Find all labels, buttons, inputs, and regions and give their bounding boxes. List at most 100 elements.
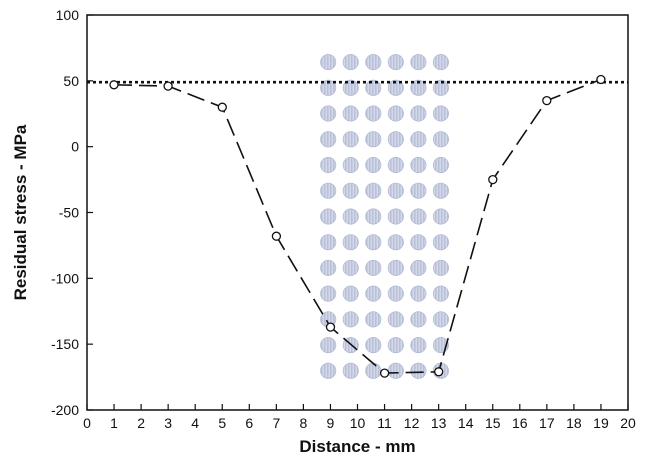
pattern-dot: [387, 54, 404, 71]
pattern-dot: [410, 157, 427, 174]
x-tick-label: 0: [83, 415, 91, 431]
pattern-dot: [365, 182, 382, 199]
x-axis-ticks: 0 1 2 3 4 5 6 7 8 9 10 11 12 13 14 15 16 17 18 19 20: [83, 404, 636, 431]
pattern-dot: [432, 285, 449, 302]
pattern-dot: [320, 54, 337, 71]
x-tick-label: 10: [350, 415, 366, 431]
pattern-dot: [365, 105, 382, 122]
pattern-dot: [320, 131, 337, 148]
pattern-dot: [432, 234, 449, 251]
data-point: [163, 81, 173, 91]
dot-pattern-region: [320, 54, 449, 379]
pattern-dot: [432, 311, 449, 328]
y-axis-ticks: 100 50 0 -50 -100 -150 -200: [51, 7, 93, 418]
pattern-dot: [387, 182, 404, 199]
y-tick-label: -200: [51, 402, 79, 418]
pattern-dot: [365, 79, 382, 96]
pattern-dot: [365, 234, 382, 251]
x-tick-label: 15: [485, 415, 501, 431]
pattern-dot: [365, 208, 382, 225]
pattern-dot: [432, 105, 449, 122]
pattern-dot: [410, 54, 427, 71]
x-tick-label: 3: [164, 415, 172, 431]
pattern-dot: [365, 131, 382, 148]
pattern-dot: [342, 208, 359, 225]
x-tick-label: 12: [404, 415, 420, 431]
x-tick-label: 17: [539, 415, 555, 431]
y-tick-label: -100: [51, 270, 79, 286]
x-tick-label: 4: [191, 415, 199, 431]
y-tick-label: 100: [56, 7, 80, 23]
pattern-dot: [410, 259, 427, 276]
pattern-dot: [432, 54, 449, 71]
pattern-dot: [410, 182, 427, 199]
pattern-dot: [410, 79, 427, 96]
data-point: [596, 74, 606, 85]
pattern-dot: [410, 208, 427, 225]
pattern-dot: [320, 182, 337, 199]
pattern-dot: [432, 259, 449, 276]
pattern-dot: [342, 105, 359, 122]
x-tick-label: 16: [512, 415, 528, 431]
pattern-dot: [342, 362, 359, 379]
pattern-dot: [432, 182, 449, 199]
data-point: [271, 231, 282, 241]
pattern-dot: [342, 234, 359, 251]
pattern-dot: [432, 79, 449, 96]
pattern-dot: [342, 157, 359, 174]
pattern-dot: [432, 131, 449, 148]
data-point: [217, 102, 227, 112]
pattern-dot: [320, 337, 337, 354]
x-tick-label: 6: [245, 415, 253, 431]
pattern-dot: [410, 337, 427, 354]
pattern-dot: [410, 105, 427, 122]
x-tick-label: 13: [431, 415, 447, 431]
pattern-dot: [320, 157, 337, 174]
x-tick-label: 7: [272, 415, 280, 431]
pattern-dot: [432, 157, 449, 174]
pattern-dot: [320, 362, 337, 379]
pattern-dot: [387, 105, 404, 122]
pattern-dot: [387, 234, 404, 251]
pattern-dot: [432, 208, 449, 225]
data-point: [434, 367, 444, 377]
pattern-dot: [387, 79, 404, 96]
pattern-dot: [387, 362, 404, 379]
pattern-dot: [387, 131, 404, 148]
pattern-dot: [342, 79, 359, 96]
pattern-dot: [320, 208, 337, 225]
data-point: [379, 368, 390, 378]
pattern-dot: [342, 182, 359, 199]
pattern-dot: [342, 259, 359, 276]
x-tick-label: 5: [218, 415, 226, 431]
data-point: [542, 95, 552, 106]
pattern-dot: [387, 337, 404, 354]
x-tick-label: 9: [327, 415, 335, 431]
x-tick-label: 20: [620, 415, 636, 431]
x-tick-label: 2: [137, 415, 145, 431]
y-tick-label: 0: [71, 139, 79, 155]
data-point: [109, 80, 119, 90]
x-axis-title: Distance - mm: [299, 437, 415, 456]
pattern-dot: [387, 259, 404, 276]
x-tick-label: 18: [566, 415, 582, 431]
pattern-dot: [410, 362, 427, 379]
pattern-dot: [410, 285, 427, 302]
pattern-dot: [410, 131, 427, 148]
pattern-dot: [365, 362, 382, 379]
pattern-dot: [342, 285, 359, 302]
x-tick-label: 8: [300, 415, 308, 431]
pattern-dot: [320, 259, 337, 276]
pattern-dot: [387, 311, 404, 328]
pattern-dot: [387, 285, 404, 302]
x-tick-label: 11: [377, 415, 392, 431]
pattern-dot: [320, 234, 337, 251]
y-tick-label: -50: [59, 205, 79, 221]
pattern-dot: [365, 259, 382, 276]
pattern-dot: [365, 337, 382, 354]
pattern-dot: [365, 285, 382, 302]
y-tick-label: 50: [63, 73, 79, 89]
pattern-dot: [342, 131, 359, 148]
data-point: [325, 322, 336, 332]
